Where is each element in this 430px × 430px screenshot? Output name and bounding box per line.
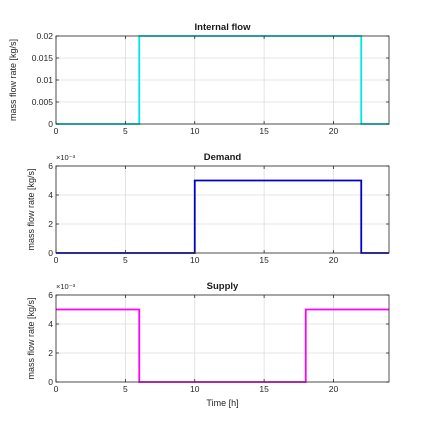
x-tick-label: 20 [329,126,339,136]
subplot-1: 0 5 10 15 20 0 0.005 0.01 0.015 0.02 Internal flow… [8,22,390,136]
plot-area [56,166,389,253]
y-axis-label: mass flow rate [kg/s] [26,168,36,250]
plot-area [56,295,389,382]
x-tick-label: 0 [54,384,59,394]
y-tick-label: 4 [48,319,53,329]
axes-box [55,294,390,383]
x-tick-label: 10 [190,126,200,136]
y-tick-label: 0 [48,119,53,129]
x-tick-label: 10 [190,255,200,265]
y-tick-label: 0.02 [36,31,53,41]
y-tick-label: 0 [48,248,53,258]
x-tick-label: 15 [259,255,269,265]
y-tick-label: 6 [48,161,53,171]
y-tick-label: 6 [48,290,53,300]
y-tick-label: 0.015 [32,53,54,63]
x-tick-label: 10 [190,384,200,394]
subplot-2: 0 5 10 15 20 0 2 4 6×10⁻³ Demand mass flow rate [k… [26,152,390,265]
x-tick-label: 15 [259,384,269,394]
x-tick-label: 5 [123,126,128,136]
x-tick-label: 0 [54,255,59,265]
x-tick-label: 5 [123,384,128,394]
y-axis-label: mass flow rate [kg/s] [26,297,36,379]
x-tick-label: 5 [123,255,128,265]
subplot-title: Supply [207,281,239,292]
x-tick-label: 20 [329,255,339,265]
subplot-title: Internal flow [195,22,252,33]
x-tick-label: 20 [329,384,339,394]
x-tick-label: 0 [54,126,59,136]
y-axis-label: mass flow rate [kg/s] [8,39,18,121]
x-tick-label: 15 [259,126,269,136]
subplot-3: 0 5 10 15 20 0 2 4 6×10⁻³ Supply mass flow rate [k… [26,281,390,408]
x-axis-label: Time [h] [206,398,238,408]
y-exponent-label: ×10⁻³ [56,282,76,291]
y-tick-label: 0.01 [36,75,53,85]
y-exponent-label: ×10⁻³ [56,153,76,162]
y-tick-label: 2 [48,348,53,358]
subplot-title: Demand [204,152,242,163]
y-tick-label: 0.005 [32,97,54,107]
axes-box [55,165,390,254]
y-tick-label: 0 [48,377,53,387]
y-tick-label: 4 [48,190,53,200]
y-tick-label: 2 [48,219,53,229]
